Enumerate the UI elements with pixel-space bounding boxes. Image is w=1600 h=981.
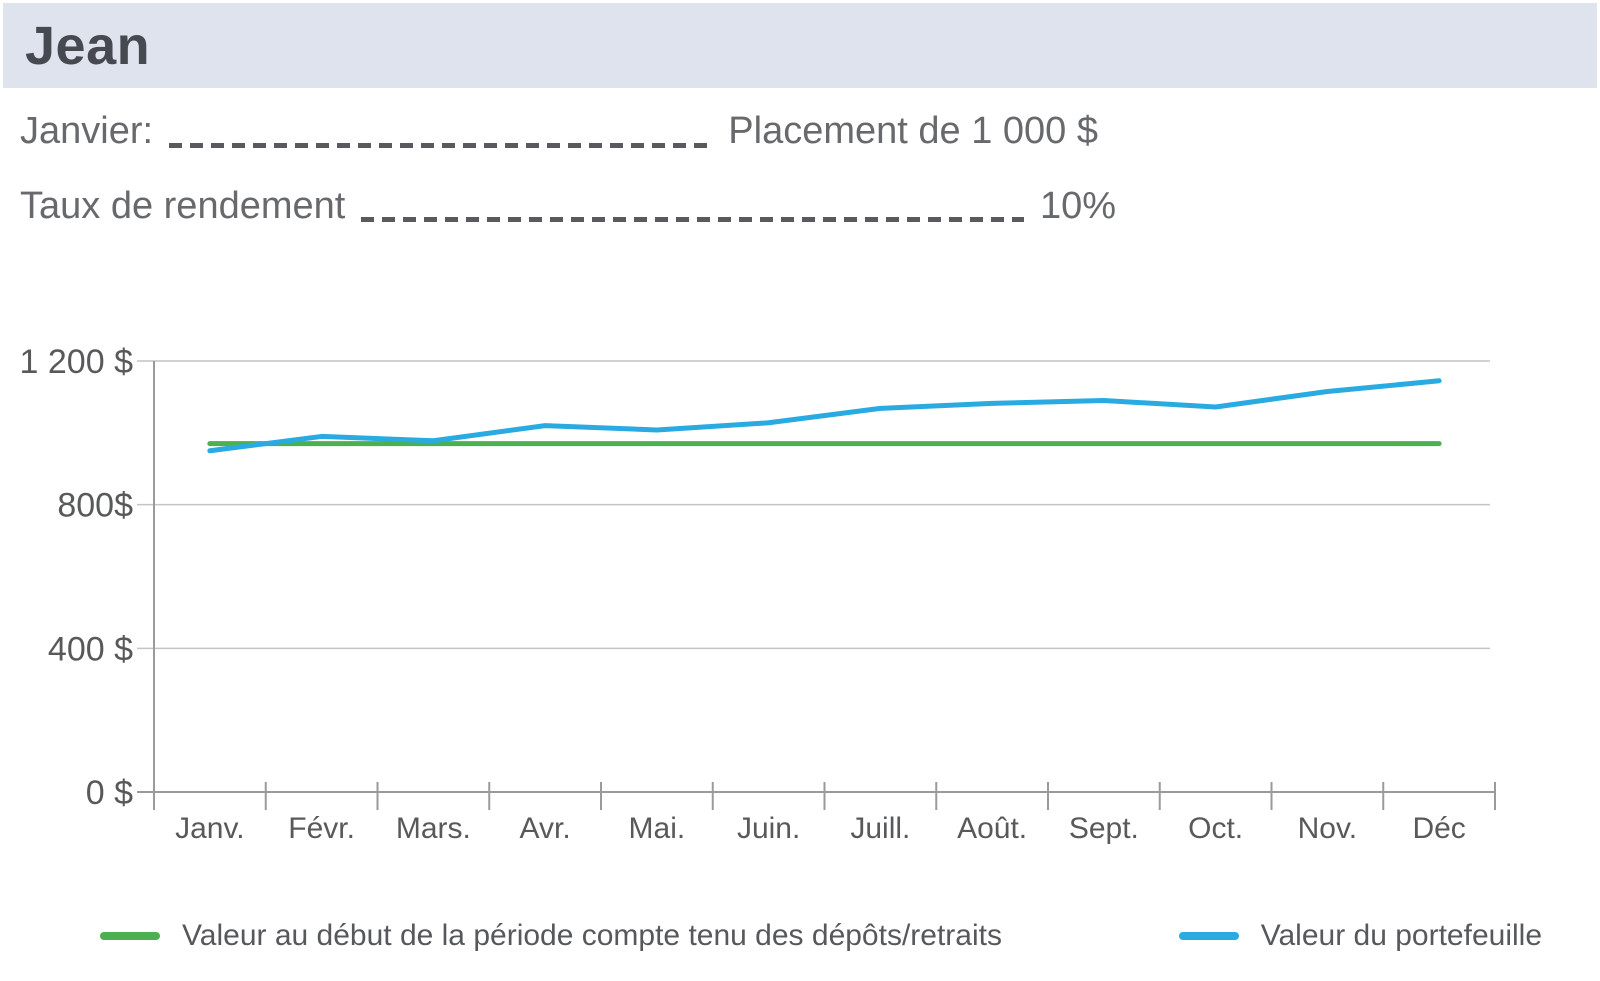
legend-swatch-blue-line [1178, 932, 1239, 940]
info-label-janvier: Janvier: [20, 110, 154, 152]
info-label-taux: Taux de rendement [20, 184, 346, 227]
page-title: Jean [25, 15, 151, 76]
info-value-placement: Placement de 1 000 $ [728, 110, 1098, 152]
info-line-rendement: Taux de rendement 10% [20, 183, 1116, 231]
x-axis-tick-label: Déc [1412, 812, 1465, 845]
legend-label-valeur-debut: Valeur au début de la période compte ten… [182, 919, 1002, 952]
x-axis-tick-label: Nov. [1298, 812, 1357, 845]
x-axis-tick-label: Oct. [1188, 812, 1243, 845]
header-bar: Jean [3, 3, 1597, 88]
y-axis-tick-label: 400 $ [48, 630, 133, 668]
x-axis-tick-label: Mars. [396, 812, 471, 845]
dotted-leader [169, 142, 713, 148]
x-axis-tick-label: Sept. [1069, 812, 1139, 845]
x-axis-tick-label: Juill. [850, 812, 910, 845]
y-axis-tick-label: 0 $ [86, 774, 133, 812]
line-chart: 1 200 $ 800$ 400 $ 0 $ Janv. Févr. Mars. Avr. Ma… [20, 343, 1496, 845]
chart-legend: Valeur au début de la période compte ten… [0, 919, 1600, 953]
info-line-placement: Janvier: Placement de 1 000 $ [20, 108, 1098, 156]
legend-item-valeur-debut: Valeur au début de la période compte ten… [100, 919, 1002, 953]
x-axis-tick-label: Févr. [288, 812, 355, 845]
legend-item-valeur-portefeuille: Valeur du portefeuille [1178, 919, 1542, 953]
x-axis-tick-label: Mai. [629, 812, 686, 845]
series-line [207, 378, 1442, 454]
dotted-leader [361, 217, 1024, 222]
info-block: Janvier: Placement de 1 000 $ Taux de re… [20, 108, 1116, 230]
y-axis-tick-label: 1 200 $ [20, 343, 134, 381]
x-axis-tick-label: Janv. [175, 812, 244, 845]
legend-label-valeur-portefeuille: Valeur du portefeuille [1260, 919, 1542, 952]
y-axis-tick-label: 800$ [57, 487, 133, 525]
x-axis-tick-label: Juin. [737, 812, 800, 845]
x-axis-tick-label: Avr. [520, 812, 571, 845]
legend-swatch-green-line [100, 932, 160, 940]
x-axis-tick-label: Août. [957, 812, 1027, 845]
info-value-taux: 10% [1039, 184, 1116, 227]
